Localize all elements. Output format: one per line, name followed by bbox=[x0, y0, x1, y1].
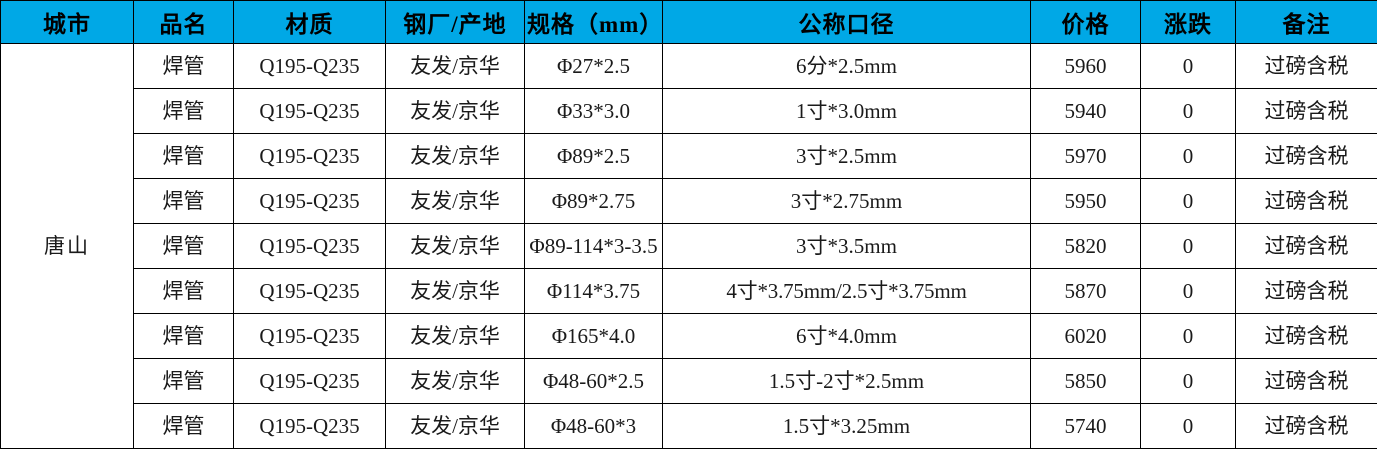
price-change-cell: 0 bbox=[1141, 224, 1236, 269]
column-header-bore: 公称口径 bbox=[663, 1, 1031, 44]
price-change-cell: 0 bbox=[1141, 179, 1236, 224]
price-change-cell: 0 bbox=[1141, 314, 1236, 359]
specification-cell: Φ89*2.5 bbox=[525, 134, 663, 179]
price-change-cell: 0 bbox=[1141, 89, 1236, 134]
nominal-bore-cell: 3寸*2.5mm bbox=[663, 134, 1031, 179]
material-grade-cell: Q195-Q235 bbox=[234, 89, 386, 134]
price-cell: 5870 bbox=[1031, 269, 1141, 314]
remark-cell: 过磅含税 bbox=[1236, 359, 1377, 404]
price-cell: 5820 bbox=[1031, 224, 1141, 269]
product-name-cell: 焊管 bbox=[134, 134, 234, 179]
remark-cell: 过磅含税 bbox=[1236, 179, 1377, 224]
remark-cell: 过磅含税 bbox=[1236, 89, 1377, 134]
remark-cell: 过磅含税 bbox=[1236, 224, 1377, 269]
product-name-cell: 焊管 bbox=[134, 89, 234, 134]
remark-cell: 过磅含税 bbox=[1236, 134, 1377, 179]
price-change-cell: 0 bbox=[1141, 359, 1236, 404]
column-header-city: 城市 bbox=[1, 1, 134, 44]
specification-cell: Φ114*3.75 bbox=[525, 269, 663, 314]
nominal-bore-cell: 6寸*4.0mm bbox=[663, 314, 1031, 359]
remark-cell: 过磅含税 bbox=[1236, 404, 1377, 449]
product-name-cell: 焊管 bbox=[134, 179, 234, 224]
table-header-row: 城市 品名 材质 钢厂/产地 规格（mm） 公称口径 价格 涨跌 备注 bbox=[1, 1, 1377, 44]
mill-origin-cell: 友发/京华 bbox=[386, 224, 525, 269]
price-change-cell: 0 bbox=[1141, 44, 1236, 89]
price-cell: 5960 bbox=[1031, 44, 1141, 89]
price-cell: 5950 bbox=[1031, 179, 1141, 224]
mill-origin-cell: 友发/京华 bbox=[386, 44, 525, 89]
product-name-cell: 焊管 bbox=[134, 359, 234, 404]
column-header-change: 涨跌 bbox=[1141, 1, 1236, 44]
price-change-cell: 0 bbox=[1141, 269, 1236, 314]
material-grade-cell: Q195-Q235 bbox=[234, 224, 386, 269]
material-grade-cell: Q195-Q235 bbox=[234, 44, 386, 89]
specification-cell: Φ33*3.0 bbox=[525, 89, 663, 134]
specification-cell: Φ48-60*3 bbox=[525, 404, 663, 449]
material-grade-cell: Q195-Q235 bbox=[234, 359, 386, 404]
price-cell: 5940 bbox=[1031, 89, 1141, 134]
column-header-spec: 规格（mm） bbox=[525, 1, 663, 44]
city-cell: 唐山 bbox=[1, 44, 134, 449]
mill-origin-cell: 友发/京华 bbox=[386, 359, 525, 404]
product-name-cell: 焊管 bbox=[134, 404, 234, 449]
nominal-bore-cell: 4寸*3.75mm/2.5寸*3.75mm bbox=[663, 269, 1031, 314]
nominal-bore-cell: 1.5寸*3.25mm bbox=[663, 404, 1031, 449]
price-cell: 5850 bbox=[1031, 359, 1141, 404]
specification-cell: Φ89-114*3-3.5 bbox=[525, 224, 663, 269]
nominal-bore-cell: 1寸*3.0mm bbox=[663, 89, 1031, 134]
specification-cell: Φ89*2.75 bbox=[525, 179, 663, 224]
product-name-cell: 焊管 bbox=[134, 224, 234, 269]
remark-cell: 过磅含税 bbox=[1236, 269, 1377, 314]
price-change-cell: 0 bbox=[1141, 134, 1236, 179]
nominal-bore-cell: 1.5寸-2寸*2.5mm bbox=[663, 359, 1031, 404]
column-header-note: 备注 bbox=[1236, 1, 1377, 44]
column-header-mill: 钢厂/产地 bbox=[386, 1, 525, 44]
specification-cell: Φ165*4.0 bbox=[525, 314, 663, 359]
mill-origin-cell: 友发/京华 bbox=[386, 404, 525, 449]
remark-cell: 过磅含税 bbox=[1236, 44, 1377, 89]
specification-cell: Φ48-60*2.5 bbox=[525, 359, 663, 404]
column-header-product: 品名 bbox=[134, 1, 234, 44]
material-grade-cell: Q195-Q235 bbox=[234, 134, 386, 179]
mill-origin-cell: 友发/京华 bbox=[386, 134, 525, 179]
nominal-bore-cell: 6分*2.5mm bbox=[663, 44, 1031, 89]
price-cell: 6020 bbox=[1031, 314, 1141, 359]
price-cell: 5970 bbox=[1031, 134, 1141, 179]
mill-origin-cell: 友发/京华 bbox=[386, 89, 525, 134]
price-cell: 5740 bbox=[1031, 404, 1141, 449]
specification-cell: Φ27*2.5 bbox=[525, 44, 663, 89]
column-header-material: 材质 bbox=[234, 1, 386, 44]
product-name-cell: 焊管 bbox=[134, 314, 234, 359]
material-grade-cell: Q195-Q235 bbox=[234, 404, 386, 449]
remark-cell: 过磅含税 bbox=[1236, 314, 1377, 359]
material-grade-cell: Q195-Q235 bbox=[234, 314, 386, 359]
product-name-cell: 焊管 bbox=[134, 269, 234, 314]
material-grade-cell: Q195-Q235 bbox=[234, 179, 386, 224]
mill-origin-cell: 友发/京华 bbox=[386, 179, 525, 224]
nominal-bore-cell: 3寸*2.75mm bbox=[663, 179, 1031, 224]
mill-origin-cell: 友发/京华 bbox=[386, 314, 525, 359]
product-name-cell: 焊管 bbox=[134, 44, 234, 89]
column-header-price: 价格 bbox=[1031, 1, 1141, 44]
price-change-cell: 0 bbox=[1141, 404, 1236, 449]
material-grade-cell: Q195-Q235 bbox=[234, 269, 386, 314]
nominal-bore-cell: 3寸*3.5mm bbox=[663, 224, 1031, 269]
mill-origin-cell: 友发/京华 bbox=[386, 269, 525, 314]
